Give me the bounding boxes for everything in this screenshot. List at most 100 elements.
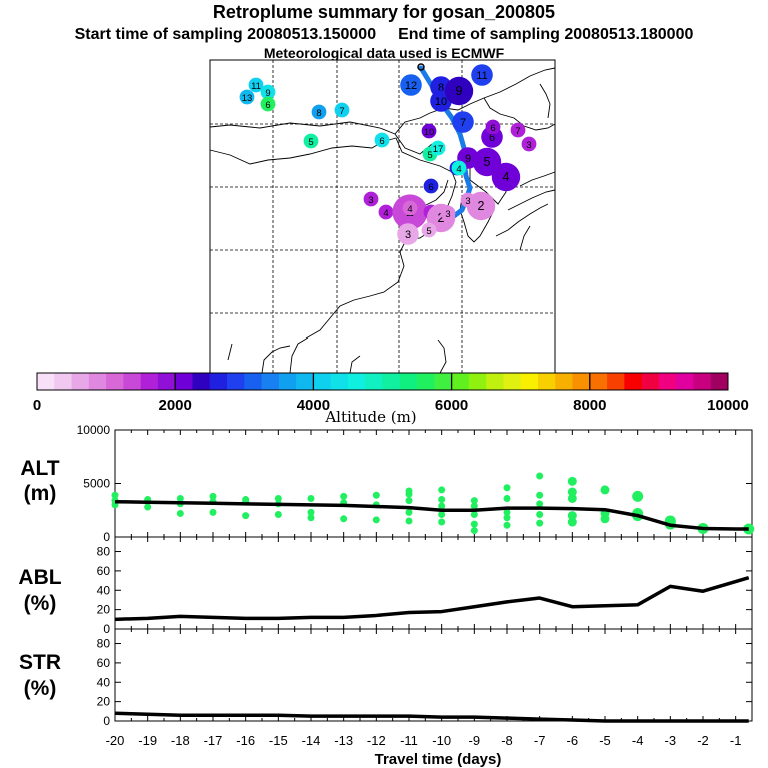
- y-tick-label: 80: [97, 637, 111, 651]
- y-tick-label: 60: [97, 564, 111, 578]
- colorbar-cell: [486, 373, 504, 390]
- map-dot: [260, 84, 276, 100]
- x-tick-label: -18: [171, 733, 190, 748]
- map-dot-label: 17: [433, 144, 444, 155]
- alt-scatter-point: [307, 494, 315, 502]
- map-dot-label: 3: [368, 195, 373, 206]
- x-tick-label: -9: [469, 733, 481, 748]
- alt-scatter-point: [567, 487, 577, 497]
- colorbar-cell: [313, 373, 332, 390]
- colorbar-frame: [36, 372, 729, 391]
- alt-scatter-point: [470, 520, 478, 528]
- colorbar-cell: [296, 373, 314, 390]
- alt-scatter-point: [567, 476, 577, 486]
- map-dot-label: 7: [460, 117, 466, 129]
- map-dot-label: 3: [445, 209, 450, 220]
- map-dot: [378, 204, 394, 220]
- colorbar-cell: [589, 373, 608, 390]
- map-dot-label: 3: [405, 229, 411, 241]
- panel-alt: ALT(m) 0 5000 10000: [20, 423, 755, 544]
- map-dot-label: 4: [456, 164, 461, 175]
- colorbar-tick-label: 6000: [435, 397, 468, 414]
- map-dot-label: 7: [339, 106, 344, 117]
- map-dot-label: 5: [426, 226, 431, 237]
- map-dot: [485, 119, 501, 135]
- map-dot-label: 9: [265, 88, 270, 99]
- map-dots: 1311968756128109117665175410973643424223…: [239, 63, 537, 245]
- alt-scatter-point: [536, 519, 544, 527]
- map-dot: [397, 223, 419, 245]
- map-dot-label: 2: [438, 211, 445, 225]
- map-dot-label: 13: [242, 93, 253, 104]
- colorbar-cell: [227, 373, 245, 390]
- colorbar-cell: [278, 373, 297, 390]
- x-tick-label: -17: [204, 733, 223, 748]
- alt-scatter-point: [536, 500, 544, 508]
- map-dot-label: 4: [383, 208, 388, 219]
- x-tick-label: -15: [269, 733, 288, 748]
- alt-scatter-point: [567, 511, 577, 521]
- colorbar-tick-label: 8000: [573, 397, 606, 414]
- map-dot: [363, 191, 379, 207]
- map-dot-label: 12: [405, 80, 417, 92]
- alt-scatter-point: [340, 515, 348, 523]
- colorbar-cell: [658, 373, 677, 390]
- panel-frame: [114, 536, 753, 630]
- map-dot: [491, 162, 521, 192]
- colorbar-cells: [37, 373, 729, 390]
- x-tick-label: -20: [106, 733, 125, 748]
- map-dot: [471, 64, 493, 86]
- map-dot: [260, 96, 276, 112]
- alt-scatter-point: [567, 517, 577, 527]
- alt-scatter-point: [536, 472, 544, 480]
- map-dot: [311, 104, 327, 120]
- x-tick-label: -6: [567, 733, 579, 748]
- map-dot-label: 6: [489, 132, 495, 144]
- map-dot-label: 9: [465, 153, 471, 165]
- map-dot-label: 3: [465, 196, 470, 207]
- colorbar-tick-label: 4000: [297, 397, 330, 414]
- y-tick-label: 20: [97, 695, 111, 709]
- series-line: [114, 711, 749, 723]
- alt-scatter-point: [405, 508, 413, 516]
- alt-scatter-point: [242, 496, 250, 504]
- release-point-marker: [417, 63, 425, 71]
- alt-scatter-point: [405, 487, 413, 495]
- x-tick-label: -1: [730, 733, 742, 748]
- alt-scatter-point: [503, 508, 511, 516]
- alt-scatter-point: [438, 518, 446, 526]
- colorbar-cell: [382, 373, 401, 390]
- alt-scatter-point: [438, 511, 446, 519]
- map-dot-label: 6: [428, 182, 433, 193]
- y-tick-label: 40: [97, 583, 111, 597]
- alt-scatter-point: [536, 491, 544, 499]
- colorbar-cell: [399, 373, 418, 390]
- alt-scatter-point: [176, 494, 184, 502]
- map-dot: [444, 76, 474, 106]
- panel-abl: ABL (%) 0 20 40 60 80: [18, 536, 753, 636]
- x-tick-label: -7: [534, 733, 546, 748]
- map-dot: [421, 222, 437, 238]
- alt-scatter-point: [242, 512, 250, 520]
- x-tick-label: -10: [432, 733, 451, 748]
- series-line: [114, 575, 750, 622]
- end-time-label: End time of sampling 20080513.180000: [398, 26, 694, 43]
- map-dot: [460, 192, 476, 208]
- colorbar-cell: [192, 373, 211, 390]
- colorbar-tick-label: 10000: [707, 397, 749, 414]
- alt-scatter-point: [503, 494, 511, 502]
- colorbar-cell: [503, 373, 522, 390]
- x-tick-label: -13: [334, 733, 353, 748]
- map-dot-label: 10: [424, 127, 435, 138]
- alt-scatter-point: [209, 508, 217, 516]
- x-tick-label: -2: [697, 733, 709, 748]
- alt-scatter-point: [340, 492, 348, 500]
- colorbar-cell: [106, 373, 124, 390]
- map-dot-label: 6: [265, 100, 270, 111]
- colorbar-cell: [607, 373, 625, 390]
- y-tick-label: 40: [97, 675, 111, 689]
- alt-scatter-point: [176, 509, 184, 517]
- alt-scatter-point: [111, 491, 119, 499]
- map-dot-label: 8: [438, 82, 444, 94]
- y-tick-label: 10000: [77, 423, 111, 437]
